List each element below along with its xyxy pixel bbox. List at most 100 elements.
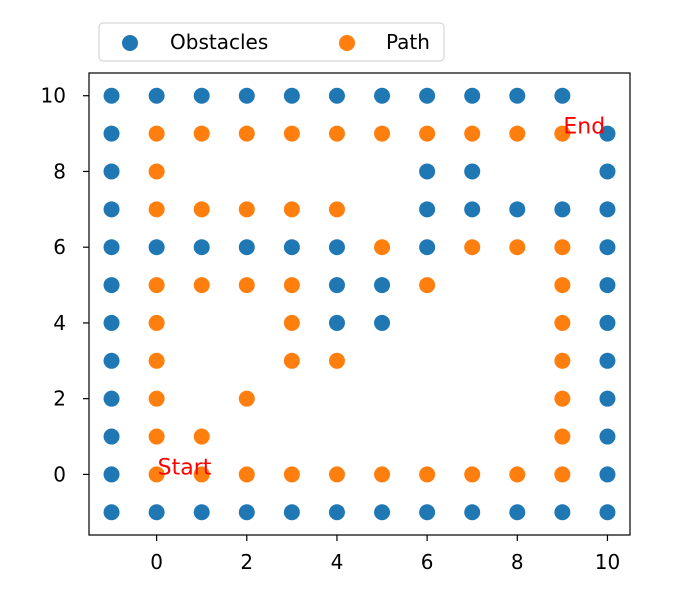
path-point [148, 277, 165, 294]
x-tick-label: 10 [595, 550, 620, 574]
path-point [148, 125, 165, 142]
obstacles-point [509, 201, 526, 218]
x-tick-label: 8 [511, 550, 524, 574]
obstacles-point [554, 201, 571, 218]
legend-marker-obstacles [122, 35, 138, 51]
path-point [238, 466, 255, 483]
obstacles-point [599, 466, 616, 483]
obstacles-point [238, 239, 255, 256]
y-tick-label: 6 [53, 235, 66, 259]
obstacles-point [554, 87, 571, 104]
path-point [193, 277, 210, 294]
x-tick-label: 2 [240, 550, 253, 574]
path-point [148, 466, 165, 483]
obstacles-point [283, 87, 300, 104]
y-tick-label: 10 [41, 84, 66, 108]
path-point [328, 466, 345, 483]
obstacles-point [193, 504, 210, 521]
obstacles-point [328, 314, 345, 331]
legend-label-path: Path [386, 30, 430, 54]
obstacles-point [283, 239, 300, 256]
path-point [148, 390, 165, 407]
obstacles-point [599, 239, 616, 256]
legend-marker-path [339, 35, 355, 51]
obstacles-point [419, 504, 436, 521]
path-point [148, 163, 165, 180]
path-point [148, 428, 165, 445]
obstacles-point [103, 163, 120, 180]
obstacles-point [238, 504, 255, 521]
obstacles-point [148, 504, 165, 521]
path-point [509, 466, 526, 483]
path-point [238, 125, 255, 142]
annotation-end: End [563, 115, 605, 140]
obstacles-point [464, 201, 481, 218]
path-point [554, 277, 571, 294]
obstacles-point [148, 87, 165, 104]
obstacles-point [328, 277, 345, 294]
path-point [464, 239, 481, 256]
path-point [419, 125, 436, 142]
obstacles-point [328, 504, 345, 521]
x-tick-label: 6 [421, 550, 434, 574]
obstacles-point [599, 163, 616, 180]
obstacles-point [419, 163, 436, 180]
path-point [374, 239, 391, 256]
obstacles-point [374, 314, 391, 331]
path-point [238, 390, 255, 407]
path-point [148, 201, 165, 218]
path-point [193, 428, 210, 445]
path-point [419, 277, 436, 294]
plot-marks [103, 87, 616, 521]
path-point [554, 352, 571, 369]
path-point [148, 352, 165, 369]
path-point [374, 466, 391, 483]
obstacles-point [464, 504, 481, 521]
path-point [238, 277, 255, 294]
obstacles-point [328, 87, 345, 104]
obstacles-point [599, 201, 616, 218]
obstacles-point [374, 277, 391, 294]
path-point [283, 314, 300, 331]
path-point [193, 201, 210, 218]
path-point [283, 466, 300, 483]
obstacles-point [148, 239, 165, 256]
plot-frame [88, 72, 631, 536]
obstacles-point [103, 352, 120, 369]
path-point [554, 428, 571, 445]
annotation-start: Start [158, 455, 212, 480]
obstacles-point [103, 277, 120, 294]
y-tick-label: 2 [53, 387, 66, 411]
path-point [554, 390, 571, 407]
path-point [328, 201, 345, 218]
path-point [464, 466, 481, 483]
obstacles-point [374, 504, 391, 521]
path-point [283, 277, 300, 294]
obstacles-point [464, 87, 481, 104]
obstacles-point [193, 87, 210, 104]
obstacles-point [103, 466, 120, 483]
obstacles-point [599, 125, 616, 142]
obstacles-point [599, 277, 616, 294]
obstacles-point [599, 390, 616, 407]
path-point [419, 466, 436, 483]
x-tick-label: 0 [150, 550, 163, 574]
path-point [554, 314, 571, 331]
obstacles-point [509, 504, 526, 521]
legend-frame [98, 22, 445, 62]
obstacles-point [103, 314, 120, 331]
obstacles-point [554, 504, 571, 521]
obstacles-point [103, 428, 120, 445]
path-point [238, 201, 255, 218]
obstacles-point [599, 428, 616, 445]
obstacles-point [193, 239, 210, 256]
obstacles-point [328, 239, 345, 256]
obstacles-point [599, 352, 616, 369]
obstacles-point [464, 163, 481, 180]
path-point [283, 125, 300, 142]
path-point [148, 314, 165, 331]
obstacles-point [599, 314, 616, 331]
path-point [328, 125, 345, 142]
obstacles-point [419, 239, 436, 256]
path-point [283, 352, 300, 369]
